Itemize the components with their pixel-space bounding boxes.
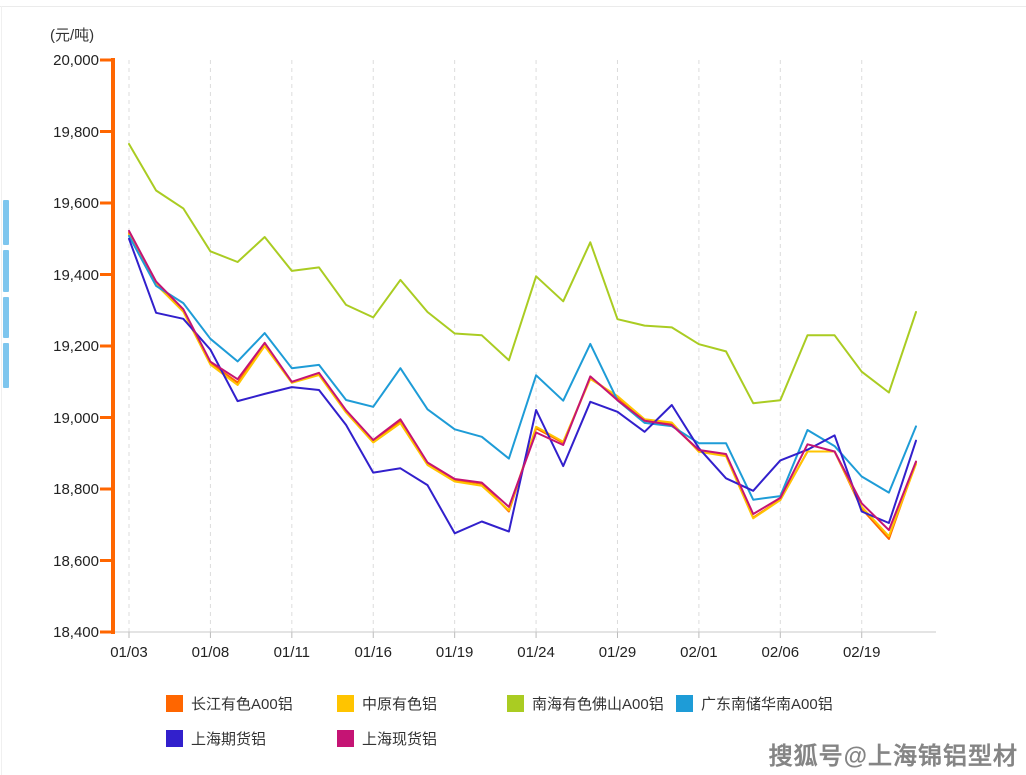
legend-label: 上海期货铝 [191,730,267,748]
x-axis-label: 02/19 [842,644,881,661]
y-axis-label: 18,600 [53,552,99,570]
x-axis-label: 01/24 [517,644,555,661]
y-axis-label: 19,200 [53,338,99,355]
legend-item-changjiang-a00: 长江有色A00铝 [166,694,293,713]
legend-label: 上海现货铝 [362,730,438,748]
y-axis-label: 19,800 [53,123,99,141]
sohu-watermark: 搜狐号@上海锦铝型材 [768,743,1018,770]
y-axis-label: 19,600 [53,195,99,212]
y-axis-label: 19,400 [53,266,99,284]
legend-label: 中原有色铝 [362,695,438,713]
legend-label: 南海有色佛山A00铝 [532,695,664,713]
page-left-border [1,6,2,775]
y-axis-label: 20,000 [53,52,99,69]
y-axis-unit-label: (元/吨) [50,27,95,44]
series-line-南海有色佛山A00铝 [128,143,917,405]
legend-item-zhongyuan: 中原有色铝 [337,694,438,713]
x-axis-label: 01/29 [598,644,637,661]
x-axis-label: 01/16 [354,644,392,661]
legend-swatch-magenta [337,729,354,747]
x-axis-label: 01/19 [435,644,474,661]
legend-swatch-cyan [676,694,693,712]
legend-label: 广东南储华南A00铝 [701,695,833,713]
legend-label: 长江有色A00铝 [191,695,293,713]
y-axis-label: 18,400 [53,624,99,641]
share-button-0[interactable] [3,200,9,245]
legend-swatch-yellow [337,694,354,712]
series-line-中原有色铝 [128,233,917,538]
legend-item-guangdong-nanchu-a00: 广东南储华南A00铝 [676,694,833,713]
x-axis-label: 02/06 [761,644,800,661]
legend-swatch-green [507,694,524,712]
legend-item-shanghai-spot: 上海现货铝 [337,729,438,748]
share-button-3[interactable] [3,343,9,388]
series-line-上海现货铝 [128,229,917,532]
x-axis-label: 02/01 [680,644,718,661]
share-button-2[interactable] [3,297,9,338]
page-top-border [0,6,1026,7]
legend-swatch-blue [166,729,183,747]
y-axis-label: 19,000 [53,409,99,427]
legend-swatch-orange [166,694,183,712]
series-line-广东南储华南A00铝 [128,234,917,501]
series-line-长江有色A00铝 [128,232,917,540]
series-line-上海期货铝 [128,237,917,535]
y-axis-label: 18,800 [53,481,99,498]
x-axis-label: 01/11 [273,644,311,661]
x-axis-label: 01/03 [110,644,148,661]
y-axis-line [111,58,115,634]
legend-item-shanghai-futures: 上海期货铝 [166,729,267,748]
share-button-1[interactable] [3,250,9,292]
x-axis-label: 01/08 [191,644,230,661]
legend-item-nanhai-foshan-a00: 南海有色佛山A00铝 [507,694,664,713]
